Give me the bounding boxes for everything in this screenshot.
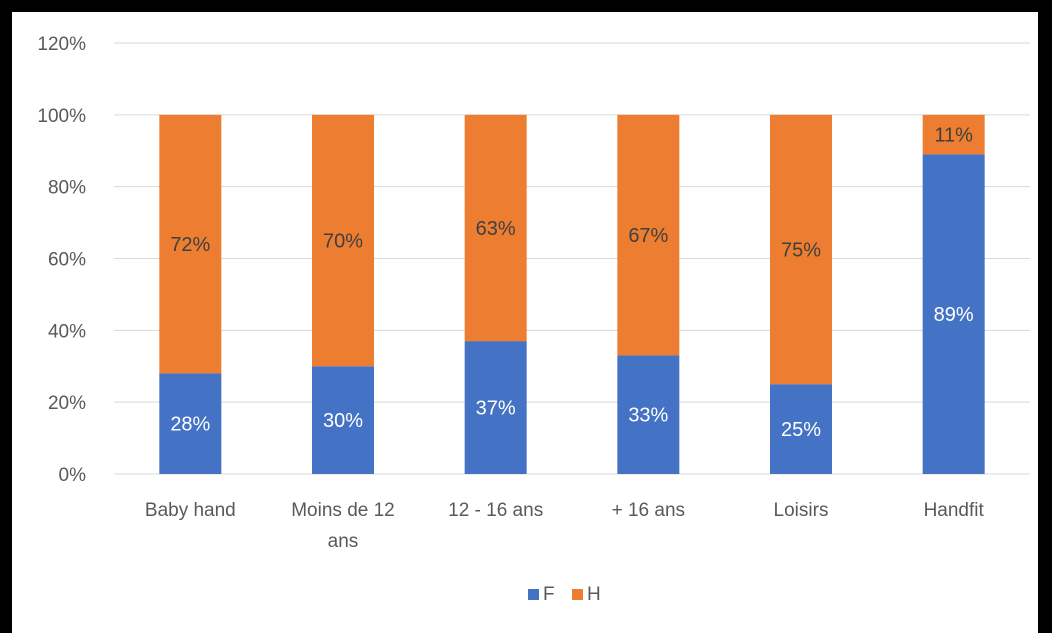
- bar-segment-f: [922, 154, 985, 474]
- y-tick-label: 100%: [37, 106, 86, 127]
- x-tick-label: Baby hand: [145, 500, 236, 521]
- data-label-f: 37%: [476, 398, 516, 420]
- y-tick-label: 120%: [37, 34, 86, 55]
- bar-segment-h: [770, 114, 832, 385]
- x-tick-label: Loisirs: [774, 500, 829, 521]
- data-label-f: 28%: [170, 414, 210, 436]
- data-label-h: 70%: [323, 231, 363, 253]
- x-tick-label: Handfit: [924, 500, 985, 521]
- bar-segment-f: [617, 355, 680, 474]
- bar-segment-h: [464, 114, 527, 342]
- bar-segment-h: [922, 114, 985, 155]
- data-label-f: 30%: [323, 410, 363, 432]
- x-tick-label: Moins de 12: [291, 500, 395, 521]
- data-label-f: 25%: [781, 419, 821, 441]
- bar-segment-h: [617, 114, 680, 356]
- legend-swatch-h: [572, 589, 583, 600]
- y-tick-label: 80%: [48, 178, 86, 199]
- x-tick-label: 12 - 16 ans: [448, 500, 543, 521]
- legend-label-h: H: [587, 584, 601, 605]
- y-tick-label: 20%: [48, 393, 86, 414]
- bar-segment-h: [312, 114, 374, 367]
- bar-segment-f: [159, 373, 222, 474]
- bar-segment-h: [159, 114, 222, 374]
- data-label-f: 33%: [628, 405, 668, 427]
- data-label-h: 63%: [476, 218, 516, 240]
- bar-segment-f: [464, 341, 527, 474]
- legend-label-f: F: [543, 584, 555, 605]
- y-tick-label: 0%: [59, 465, 87, 486]
- x-tick-label: + 16 ans: [612, 500, 685, 521]
- y-tick-label: 40%: [48, 321, 86, 342]
- data-label-h: 72%: [170, 234, 210, 256]
- bar-segment-f: [312, 366, 374, 474]
- legend-swatch-f: [528, 589, 539, 600]
- data-label-f: 89%: [934, 304, 974, 326]
- stacked-bar-chart: 0% 20% 40% 60% 80% 100% 120% 28% 72% Baby hand 30%…: [37, 34, 1030, 605]
- chart-frame: 0% 20% 40% 60% 80% 100% 120% 28% 72% Baby hand 30%…: [12, 12, 1042, 633]
- y-tick-label: 60%: [48, 250, 86, 271]
- bar-segment-f: [770, 384, 832, 474]
- data-label-h: 11%: [934, 125, 973, 147]
- x-tick-label: ans: [328, 531, 359, 552]
- data-label-h: 67%: [628, 225, 668, 247]
- data-label-h: 75%: [781, 240, 821, 262]
